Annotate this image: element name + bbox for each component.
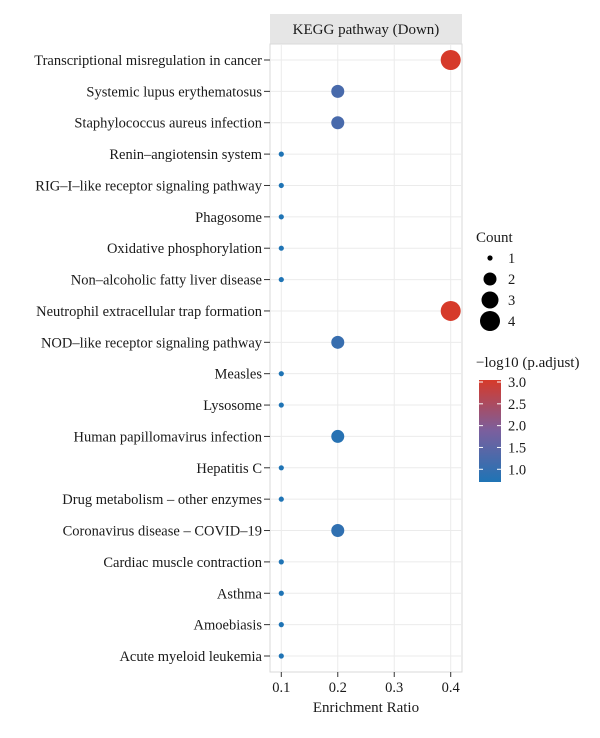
y-tick-label: Human papillomavirus infection <box>74 429 263 445</box>
size-legend-items: 1 2 3 4 <box>480 251 516 331</box>
data-point <box>278 182 284 189</box>
y-tick-label: Neutrophil extracellular trap formation <box>36 304 263 320</box>
chart-title: KEGG pathway (Down) <box>293 22 440 38</box>
data-point <box>278 245 284 251</box>
y-axis-labels: Transcriptional misregulation in cancer S… <box>34 53 270 665</box>
y-tick-label: Drug metabolism – other enzymes <box>62 492 262 508</box>
color-tick-label: 1.0 <box>508 462 526 478</box>
y-tick-label: Hepatitis C <box>196 461 262 477</box>
x-tick-label: 0.3 <box>385 680 403 696</box>
y-tick-label: Systemic lupus erythematosus <box>86 84 262 100</box>
x-tick-label: 0.4 <box>442 680 461 696</box>
y-tick-label: Non–alcoholic fatty liver disease <box>71 273 262 289</box>
data-point <box>278 465 284 471</box>
data-point <box>278 559 284 565</box>
data-point <box>278 276 284 283</box>
size-legend-label: 2 <box>508 272 515 288</box>
data-point <box>278 622 284 628</box>
y-tick-label: Transcriptional misregulation in cancer <box>34 53 262 69</box>
data-point <box>278 371 284 377</box>
data-point <box>331 524 345 538</box>
data-point <box>278 214 284 220</box>
y-tick-label: RIG–I–like receptor signaling pathway <box>35 178 262 194</box>
y-tick-label: NOD–like receptor signaling pathway <box>41 335 263 351</box>
plot-panel <box>269 43 463 673</box>
size-legend-dot <box>483 272 497 286</box>
y-tick-label: Cardiac muscle contraction <box>103 555 262 571</box>
y-tick-label: Lysosome <box>203 398 262 414</box>
size-legend-label: 3 <box>508 293 515 309</box>
color-legend: −log10 (p.adjust) 3.0 2.5 2.0 1.5 1.0 <box>476 355 579 482</box>
y-tick-label: Phagosome <box>195 210 262 226</box>
x-tick-label: 0.1 <box>272 680 290 696</box>
color-tick-label: 3.0 <box>508 375 526 391</box>
y-tick-label: Measles <box>214 367 262 383</box>
color-tick-label: 2.5 <box>508 397 526 413</box>
gridlines <box>270 44 462 672</box>
data-point <box>278 151 284 157</box>
data-point <box>278 496 284 502</box>
y-tick-label: Coronavirus disease – COVID–19 <box>63 524 262 540</box>
color-legend-title: −log10 (p.adjust) <box>476 355 579 371</box>
data-point <box>331 116 345 130</box>
size-legend-dot <box>480 311 500 331</box>
data-points <box>278 50 461 659</box>
y-tick-label: Asthma <box>217 586 263 602</box>
x-tick-label: 0.2 <box>329 680 347 696</box>
data-point <box>331 84 345 98</box>
data-point <box>331 429 345 443</box>
y-tick-label: Amoebiasis <box>194 618 263 634</box>
color-legend-ticks: 3.0 2.5 2.0 1.5 1.0 <box>479 375 526 478</box>
x-axis-ticks: 0.1 0.2 0.3 0.4 <box>272 672 461 696</box>
data-point <box>331 335 345 349</box>
size-legend-label: 4 <box>508 314 516 330</box>
size-legend-dot <box>481 291 499 309</box>
size-legend: Count 1 2 3 4 <box>476 230 516 331</box>
y-tick-label: Acute myeloid leukemia <box>119 649 262 665</box>
title-strip <box>270 14 462 44</box>
data-point <box>278 402 284 408</box>
x-axis-title: Enrichment Ratio <box>313 700 419 716</box>
data-point <box>440 300 461 321</box>
size-legend-title: Count <box>476 230 514 246</box>
color-bar <box>479 380 501 482</box>
y-tick-label: Renin–angiotensin system <box>109 147 262 163</box>
data-point <box>440 50 461 70</box>
data-point <box>278 653 284 659</box>
data-point <box>278 590 284 596</box>
size-legend-label: 1 <box>508 251 515 267</box>
y-tick-label: Oxidative phosphorylation <box>107 241 263 257</box>
color-tick-label: 1.5 <box>508 440 526 456</box>
color-tick-label: 2.0 <box>508 419 526 435</box>
y-tick-label: Staphylococcus aureus infection <box>74 116 262 132</box>
size-legend-dot <box>487 255 493 261</box>
